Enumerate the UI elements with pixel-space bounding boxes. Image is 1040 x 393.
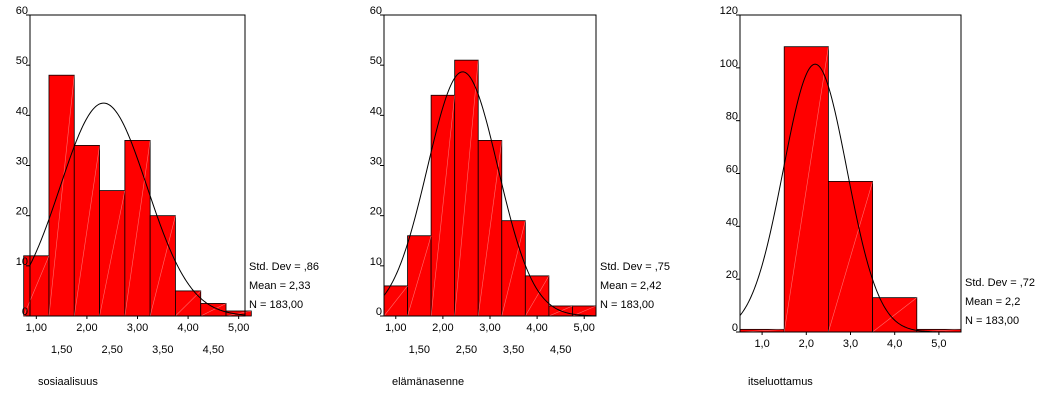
x-tick-label: 2,50	[456, 344, 477, 356]
x-tick-label: 1,00	[26, 322, 47, 334]
stats-text: Mean = 2,2	[965, 296, 1020, 308]
x-tick-label: 4,00	[526, 322, 547, 334]
y-tick-label: 0	[376, 306, 382, 318]
y-tick-label: 20	[16, 206, 28, 218]
normal-curve	[383, 71, 597, 317]
y-tick-label: 40	[370, 105, 382, 117]
x-tick-label: 3,0	[843, 338, 858, 350]
bar-sheen	[384, 60, 597, 317]
x-tick-label: 4,0	[887, 338, 902, 350]
normal-curve	[29, 102, 246, 316]
variable-label: itseluottamus	[748, 376, 813, 388]
y-tick-label: 60	[16, 5, 28, 17]
histogram-1: 0 10 20 30 40 50 60 1,00 2,00 3,00 4,00 5,00 1,50 2,5…	[16, 5, 319, 388]
x-tick-label: 3,50	[152, 344, 173, 356]
x-tick-label: 3,00	[479, 322, 500, 334]
y-tick-label: 60	[370, 5, 382, 17]
y-tick-label: 40	[16, 105, 28, 117]
y-tick-label: 30	[370, 156, 382, 168]
bar-sheen	[23, 75, 252, 317]
y-tick-label: 100	[720, 58, 738, 70]
x-tick-label: 4,00	[177, 322, 198, 334]
x-tick-label: 2,50	[101, 344, 122, 356]
stats-text: Std. Dev = ,75	[600, 261, 670, 273]
y-tick-label: 40	[726, 216, 738, 228]
y-tick-label: 60	[726, 164, 738, 176]
stats-text: N = 183,00	[249, 299, 303, 311]
y-tick-label: 10	[370, 256, 382, 268]
x-tick-label: 3,50	[503, 344, 524, 356]
y-tick-label: 120	[720, 5, 738, 17]
x-tick-label: 3,00	[127, 322, 148, 334]
y-tick-label: 50	[370, 55, 382, 67]
variable-label: elämänasenne	[392, 376, 464, 388]
stats-text: N = 183,00	[600, 299, 654, 311]
variable-label: sosiaalisuus	[38, 376, 98, 388]
y-tick-label: 80	[726, 111, 738, 123]
stats-text: Mean = 2,42	[600, 280, 661, 292]
x-tick-label: 1,50	[51, 344, 72, 356]
x-tick-label: 5,00	[228, 322, 249, 334]
x-tick-label: 5,00	[574, 322, 595, 334]
y-tick-label: 20	[726, 269, 738, 281]
stats-text: Std. Dev = ,86	[249, 261, 319, 273]
normal-curve	[739, 63, 961, 333]
stats-text: Std. Dev = ,72	[965, 277, 1035, 289]
x-tick-label: 2,00	[432, 322, 453, 334]
x-tick-label: 1,00	[385, 322, 406, 334]
histogram-2: 0 10 20 30 40 50 60 1,00 2,00 3,00 4,00 5,00 1,50 2,5…	[370, 5, 670, 388]
stats-text: Mean = 2,33	[249, 280, 310, 292]
x-tick-label: 4,50	[203, 344, 224, 356]
y-tick-label: 20	[370, 206, 382, 218]
y-tick-label: 0	[732, 322, 738, 334]
y-tick-label: 10	[16, 256, 28, 268]
histogram-3: 0 20 40 60 80 100 120 1,0 2,0 3,0 4,0 5,0 Std. Dev =…	[720, 5, 1035, 388]
x-tick-label: 2,0	[799, 338, 814, 350]
stats-text: N = 183,00	[965, 315, 1019, 327]
x-tick-label: 1,0	[754, 338, 769, 350]
x-tick-label: 4,50	[550, 344, 571, 356]
x-tick-label: 1,50	[409, 344, 430, 356]
y-tick-label: 30	[16, 156, 28, 168]
y-tick-label: 0	[22, 306, 28, 318]
x-tick-label: 5,0	[931, 338, 946, 350]
x-tick-label: 2,00	[76, 322, 97, 334]
y-tick-label: 50	[16, 55, 28, 67]
